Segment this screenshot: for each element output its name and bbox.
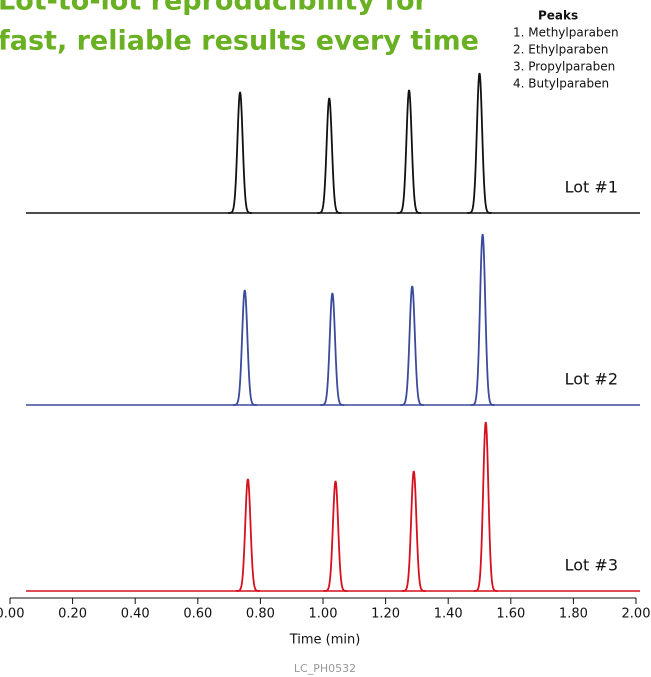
legend-entry: 4. Butylparaben — [513, 77, 609, 91]
x-tick-label: 0.00 — [0, 607, 24, 622]
peak — [323, 480, 348, 592]
x-tick-label: 2.00 — [622, 607, 651, 622]
peak — [473, 421, 498, 592]
legend-entry: 1. Methylparaben — [513, 26, 619, 40]
series-label: Lot #1 — [565, 178, 618, 197]
peak — [235, 478, 260, 592]
x-tick-label: 1.80 — [559, 607, 588, 622]
peak — [401, 470, 426, 592]
x-tick-label: 0.60 — [183, 607, 212, 622]
peak — [320, 292, 345, 406]
footnote: LC_PH0532 — [294, 662, 356, 675]
peak — [232, 289, 257, 406]
x-tick-label: 0.20 — [58, 607, 87, 622]
x-tick-label: 0.80 — [246, 607, 275, 622]
peak — [400, 285, 425, 406]
legend-entry: 2. Ethylparaben — [513, 43, 608, 57]
peak — [228, 91, 253, 214]
series-label: Lot #3 — [565, 556, 618, 575]
series-label: Lot #2 — [565, 370, 618, 389]
legend-title: Peaks — [538, 9, 578, 23]
x-tick-label: 1.60 — [496, 607, 525, 622]
x-tick-label: 1.00 — [309, 607, 338, 622]
x-tick-label: 0.40 — [121, 607, 150, 622]
legend-entry: 3. Propylparaben — [513, 60, 615, 74]
x-tick-label: 1.40 — [434, 607, 463, 622]
title-line: Lot-to-lot reproducibility for — [0, 0, 429, 17]
peak — [470, 233, 495, 406]
x-axis-label: Time (min) — [289, 633, 361, 648]
peak — [317, 97, 342, 214]
peak — [397, 89, 422, 214]
peak — [467, 72, 492, 214]
title-line: fast, reliable results every time — [0, 26, 479, 57]
x-tick-label: 1.20 — [371, 607, 400, 622]
